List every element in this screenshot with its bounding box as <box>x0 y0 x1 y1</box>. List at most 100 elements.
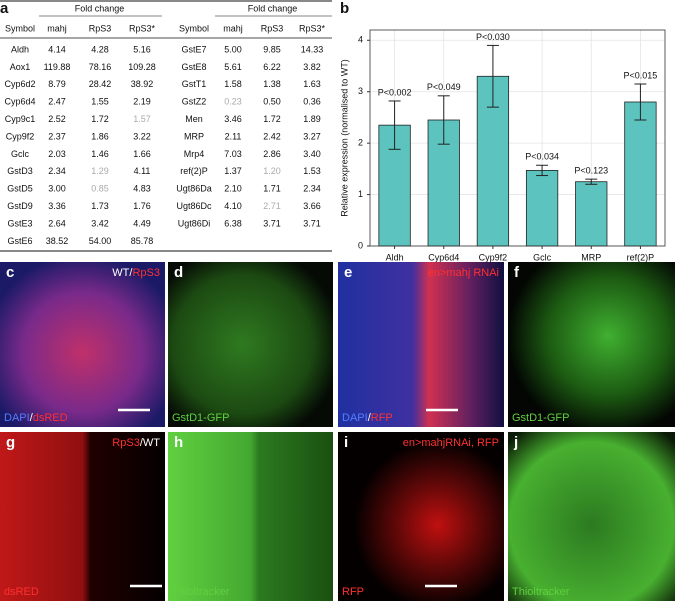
micrograph <box>0 262 165 427</box>
image-label: DAPI/RFP <box>342 412 393 424</box>
table-cell: 1.76 <box>133 201 151 211</box>
micrograph <box>168 432 333 601</box>
table-cell: 5.00 <box>224 44 242 54</box>
table-cell: 3.27 <box>303 131 321 141</box>
table-cell: 3.46 <box>224 114 242 124</box>
table-cell: 4.49 <box>133 218 151 228</box>
table-cell: 3.40 <box>303 149 321 159</box>
p-value-label: P<0.015 <box>624 70 658 80</box>
table-cell: 78.16 <box>89 62 112 72</box>
image-label: WT/RpS3 <box>112 267 160 279</box>
table-cell: 2.47 <box>48 97 66 107</box>
table-cell: 4.10 <box>224 201 242 211</box>
table-cell: 2.37 <box>48 131 66 141</box>
table-cell: 6.22 <box>263 62 281 72</box>
panel-label: a <box>0 0 9 17</box>
table-cell: 1.63 <box>303 79 321 89</box>
panel-label: e <box>344 264 352 281</box>
table-cell: GstZ2 <box>182 97 207 107</box>
table-cell: 14.33 <box>301 44 324 54</box>
column-header: RpS3 <box>89 23 112 33</box>
table-cell: GstD3 <box>7 166 33 176</box>
table-cell: 3.82 <box>303 62 321 72</box>
table-cell: 1.55 <box>91 97 109 107</box>
table-cell: 109.28 <box>128 62 156 72</box>
x-tick-label: Aldh <box>386 252 404 262</box>
label-segment: dsRED <box>33 412 68 424</box>
table-cell: Ugt86Dc <box>176 201 212 211</box>
label-segment: RFP <box>371 412 393 424</box>
image-label: DAPI/dsRED <box>4 412 68 424</box>
group-header: Fold change <box>75 3 125 13</box>
label-segment: DAPI <box>342 412 368 424</box>
label-segment: RpS3 <box>112 437 140 449</box>
table-cell: 28.42 <box>89 79 112 89</box>
table-cell: 5.61 <box>224 62 242 72</box>
table-cell: 1.71 <box>263 184 281 194</box>
micrograph <box>338 262 504 427</box>
micrograph <box>508 262 675 427</box>
table-cell: GstT1 <box>182 79 207 89</box>
table-cell: 1.38 <box>263 79 281 89</box>
panel-label: b <box>340 0 349 17</box>
p-value-label: P<0.002 <box>378 87 412 97</box>
image-label: dsRED <box>4 586 39 598</box>
table-cell: 3.71 <box>303 218 321 228</box>
table-cell: 1.73 <box>91 201 109 211</box>
micrograph <box>338 432 504 601</box>
table-cell: 1.37 <box>224 166 242 176</box>
table-cell: Men <box>185 114 203 124</box>
table-cell: 4.83 <box>133 184 151 194</box>
table-cell: GstE6 <box>7 236 32 246</box>
table-cell: 0.23 <box>224 97 242 107</box>
image-label: GstD1-GFP <box>172 412 229 424</box>
table-cell: 5.16 <box>133 44 151 54</box>
table-cell: 0.85 <box>91 184 109 194</box>
table-cell: Ugt86Da <box>176 184 212 194</box>
table-cell: 2.42 <box>263 131 281 141</box>
table-cell: GstD5 <box>7 184 33 194</box>
table-cell: 8.79 <box>48 79 66 89</box>
table-cell: GstE3 <box>7 218 32 228</box>
table-cell: 2.34 <box>48 166 66 176</box>
panel-label: d <box>174 264 183 281</box>
image-label: GstD1-GFP <box>512 412 569 424</box>
label-segment: dsRED <box>4 586 39 598</box>
table-cell: 2.34 <box>303 184 321 194</box>
table-cell: Gclc <box>11 149 30 159</box>
column-header: Symbol <box>5 23 35 33</box>
label-segment: WT <box>112 267 129 279</box>
label-segment: / <box>129 267 133 279</box>
table-cell: 3.36 <box>48 201 66 211</box>
table-cell: 0.50 <box>263 97 281 107</box>
table-cell: 6.38 <box>224 218 242 228</box>
panel-label: i <box>344 434 348 451</box>
table-cell: Mrp4 <box>184 149 205 159</box>
table-cell: 85.78 <box>131 236 154 246</box>
table-cell: Cyp6d4 <box>4 97 35 107</box>
table-cell: GstE7 <box>181 44 206 54</box>
x-tick-label: MRP <box>581 252 601 262</box>
panel-label: g <box>6 434 15 451</box>
label-segment: en>mahjRNAi, RFP <box>403 437 499 449</box>
table-cell: 9.85 <box>263 44 281 54</box>
table-cell: Cyp6d2 <box>4 79 35 89</box>
panel-label: j <box>513 434 518 451</box>
y-tick-label: 1 <box>358 189 363 199</box>
y-axis-label: Relative expression (normalised to WT) <box>339 59 349 217</box>
p-value-label: P<0.034 <box>525 152 559 162</box>
table-cell: 4.28 <box>91 44 109 54</box>
image-label: RFP <box>342 586 364 598</box>
table-cell: 3.22 <box>133 131 151 141</box>
plot-border <box>369 29 666 247</box>
table-cell: 3.71 <box>263 218 281 228</box>
table-cell: 38.52 <box>46 236 69 246</box>
label-segment: RFP <box>342 586 364 598</box>
table-cell: 2.71 <box>263 201 281 211</box>
micrograph <box>168 262 333 427</box>
table-cell: 1.20 <box>263 166 281 176</box>
panel-label: c <box>6 264 14 281</box>
table-cell: 1.72 <box>263 114 281 124</box>
table-cell: 4.14 <box>48 44 66 54</box>
